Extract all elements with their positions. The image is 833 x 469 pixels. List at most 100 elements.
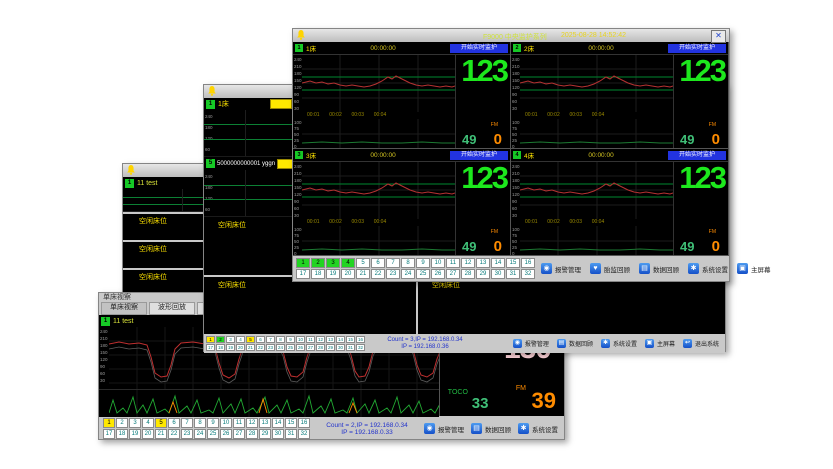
bed-grid-button[interactable]: 21: [155, 429, 167, 439]
bed-grid-button[interactable]: 26: [431, 269, 445, 279]
bed-id-badge[interactable]: 1: [295, 44, 303, 52]
header-yellow-button[interactable]: [270, 99, 292, 109]
bed-grid-button[interactable]: 16: [298, 418, 310, 428]
bed-grid-button[interactable]: 30: [272, 429, 284, 439]
bed-grid-button[interactable]: 18: [311, 269, 325, 279]
bed-grid-button[interactable]: 5: [356, 258, 370, 268]
bed-grid-button[interactable]: 13: [259, 418, 271, 428]
bed-grid-button[interactable]: 28: [246, 429, 258, 439]
bed-grid-button[interactable]: 31: [506, 269, 520, 279]
bed-id-badge[interactable]: 2: [513, 44, 521, 52]
bed-grid-button[interactable]: 16: [521, 258, 535, 268]
bed-grid-button[interactable]: 32: [356, 344, 365, 351]
bed-id-badge[interactable]: 1: [101, 316, 110, 326]
bed-grid-button[interactable]: 29: [476, 269, 490, 279]
tab-button[interactable]: 单床视察: [101, 302, 147, 315]
bed-id-badge[interactable]: 4: [513, 151, 521, 159]
toolbar-button[interactable]: ↩ 退出系统: [682, 339, 719, 348]
bed-grid-button[interactable]: 25: [416, 269, 430, 279]
bed-grid-button[interactable]: 30: [491, 269, 505, 279]
bed-grid-button[interactable]: 24: [401, 269, 415, 279]
bed-grid-button[interactable]: 6: [168, 418, 180, 428]
bed-grid-button[interactable]: 7: [386, 258, 400, 268]
bed-grid-button[interactable]: 7: [181, 418, 193, 428]
bed-id-badge[interactable]: 5: [206, 159, 215, 168]
bed-grid-button[interactable]: 14: [491, 258, 505, 268]
toolbar-button[interactable]: ✱ 系统设置: [688, 263, 728, 274]
bed-grid-button[interactable]: 3: [226, 336, 235, 343]
bed-grid-button[interactable]: 27: [306, 344, 315, 351]
bed-grid-button[interactable]: 8: [401, 258, 415, 268]
bed-grid-button[interactable]: 22: [168, 429, 180, 439]
start-monitor-button[interactable]: 开始实时监护: [668, 150, 726, 160]
bed-grid-button[interactable]: 27: [446, 269, 460, 279]
toolbar-button[interactable]: ▤ 数据回顾: [639, 263, 679, 274]
bed-grid-button[interactable]: 14: [272, 418, 284, 428]
toolbar-button[interactable]: ▣ 主屏幕: [644, 339, 675, 348]
bed-grid-button[interactable]: 18: [216, 344, 225, 351]
bed-grid-button[interactable]: 11: [306, 336, 315, 343]
bed-grid-button[interactable]: 23: [266, 344, 275, 351]
bed-grid-button[interactable]: 23: [386, 269, 400, 279]
tab-button[interactable]: 波形回放: [149, 302, 195, 315]
bed-grid-button[interactable]: 27: [233, 429, 245, 439]
window-titlebar[interactable]: F9000 中央监护系列 2025-08-28 14:52:42 ✕: [293, 29, 729, 43]
bed-grid-button[interactable]: 25: [286, 344, 295, 351]
bed-grid-button[interactable]: 18: [116, 429, 128, 439]
bed-grid-button[interactable]: 8: [194, 418, 206, 428]
bed-grid-button[interactable]: 2: [311, 258, 325, 268]
toolbar-button[interactable]: ▤ 数据回顾: [556, 339, 593, 348]
bed-grid-button[interactable]: 3: [129, 418, 141, 428]
bed-grid-button[interactable]: 5: [246, 336, 255, 343]
bed-grid-button[interactable]: 21: [356, 269, 370, 279]
toolbar-button[interactable]: ▣ 主屏幕: [737, 263, 771, 274]
bed-grid-button[interactable]: 29: [326, 344, 335, 351]
bed-grid-button[interactable]: 21: [246, 344, 255, 351]
bed-grid-button[interactable]: 6: [371, 258, 385, 268]
bed-grid-button[interactable]: 11: [233, 418, 245, 428]
bed-grid-button[interactable]: 22: [256, 344, 265, 351]
bed-grid-button[interactable]: 17: [206, 344, 215, 351]
toolbar-button[interactable]: ▤ 数据回顾: [471, 423, 511, 434]
bed-grid-button[interactable]: 6: [256, 336, 265, 343]
bed-grid-button[interactable]: 17: [296, 269, 310, 279]
bed-grid-button[interactable]: 20: [142, 429, 154, 439]
start-monitor-button[interactable]: 开始实时监护: [450, 150, 508, 160]
bed-grid-button[interactable]: 3: [326, 258, 340, 268]
bed-id-badge[interactable]: 1: [125, 178, 134, 188]
bed-grid-button[interactable]: 19: [129, 429, 141, 439]
bed-grid-button[interactable]: 1: [296, 258, 310, 268]
bed-grid-button[interactable]: 10: [296, 336, 305, 343]
bed-grid-button[interactable]: 24: [194, 429, 206, 439]
bed-grid-button[interactable]: 17: [103, 429, 115, 439]
bed-grid-button[interactable]: 22: [371, 269, 385, 279]
start-monitor-button[interactable]: 开始实时监护: [668, 43, 726, 53]
bed-grid-button[interactable]: 5: [155, 418, 167, 428]
bed-grid-button[interactable]: 14: [336, 336, 345, 343]
bed-grid-button[interactable]: 19: [326, 269, 340, 279]
bed-grid-button[interactable]: 9: [286, 336, 295, 343]
bed-grid-button[interactable]: 11: [446, 258, 460, 268]
idle-bed-panel[interactable]: 空闲床位: [204, 277, 416, 334]
bed-grid-button[interactable]: 16: [356, 336, 365, 343]
bed-grid-button[interactable]: 20: [236, 344, 245, 351]
toolbar-button[interactable]: ◉ 报警管理: [512, 339, 549, 348]
bed-id-badge[interactable]: 3: [295, 151, 303, 159]
bed-grid-button[interactable]: 4: [341, 258, 355, 268]
toolbar-button[interactable]: ✱ 系统设置: [600, 339, 637, 348]
bed-id-badge[interactable]: 1: [206, 99, 215, 109]
close-button[interactable]: ✕: [711, 30, 726, 43]
bed-grid-button[interactable]: 20: [341, 269, 355, 279]
toolbar-button[interactable]: ♥ 胎监回顾: [590, 263, 630, 274]
toolbar-button[interactable]: ✱ 系统设置: [518, 423, 558, 434]
idle-bed-panel[interactable]: 空闲床位: [204, 217, 294, 275]
bed-grid-button[interactable]: 15: [346, 336, 355, 343]
bed-grid-button[interactable]: 28: [316, 344, 325, 351]
bed-grid-button[interactable]: 19: [226, 344, 235, 351]
bed-grid-button[interactable]: 26: [296, 344, 305, 351]
bed-grid-button[interactable]: 12: [461, 258, 475, 268]
bed-grid-button[interactable]: 7: [266, 336, 275, 343]
bed-grid-button[interactable]: 29: [259, 429, 271, 439]
toolbar-button[interactable]: ◉ 报警管理: [424, 423, 464, 434]
bed-grid-button[interactable]: 15: [506, 258, 520, 268]
